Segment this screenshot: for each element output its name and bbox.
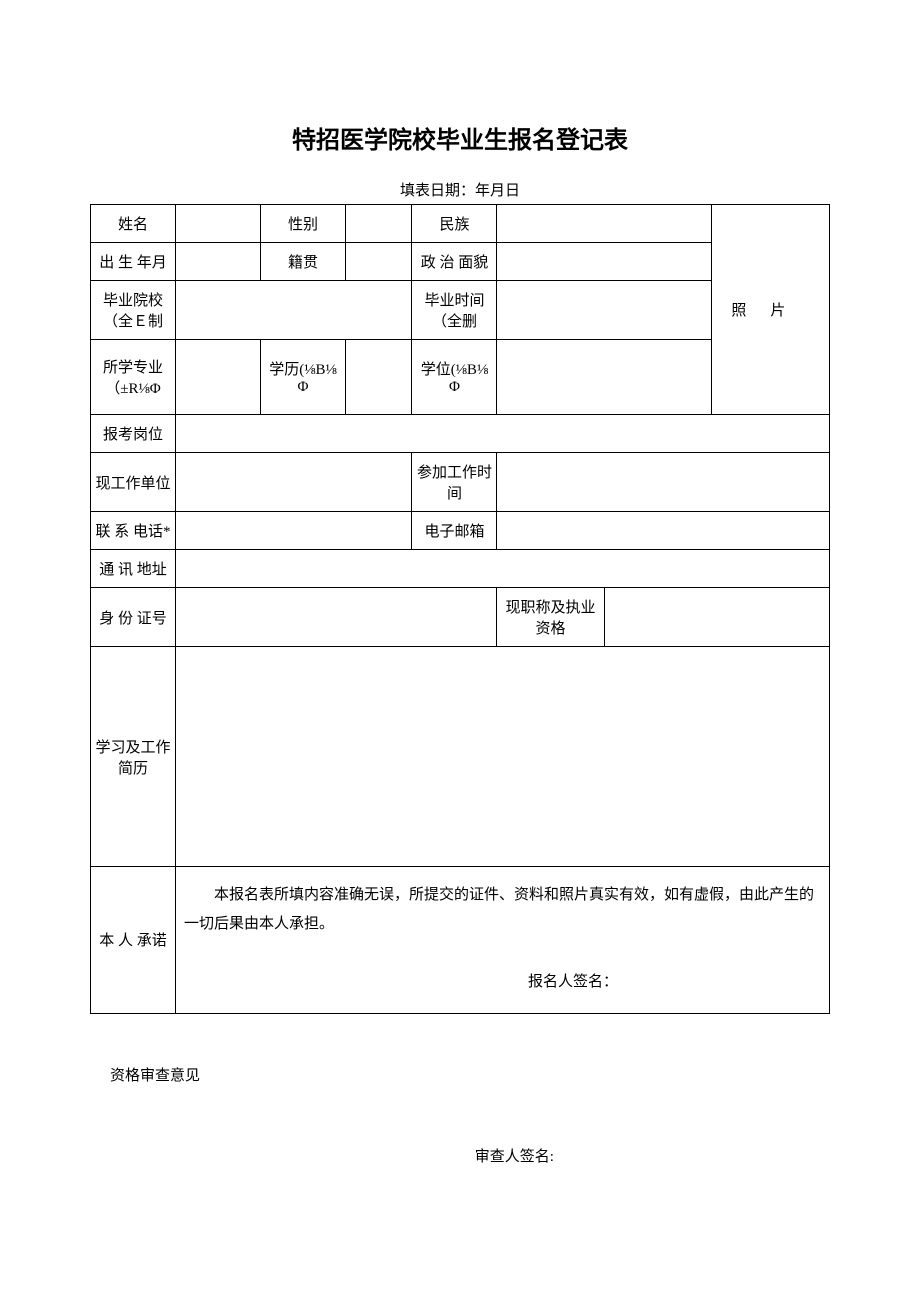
value-phone[interactable] [175, 512, 411, 550]
registration-table: 姓名 性别 民族 照片 出 生 年月 籍贯 政 治 面貌 毕业院校（全Ｅ制 毕业… [90, 204, 830, 1014]
reviewer-signature-label: 审查人签名: [90, 1145, 830, 1166]
promise-cell: 本报名表所填内容准确无误，所提交的证件、资料和照片真实有效，如有虚假，由此产生的… [175, 867, 829, 1014]
value-education[interactable] [345, 340, 412, 415]
value-workplace[interactable] [175, 453, 411, 512]
label-birth: 出 生 年月 [91, 243, 176, 281]
value-grad-time[interactable] [497, 281, 711, 340]
label-name: 姓名 [91, 205, 176, 243]
value-resume[interactable] [175, 647, 829, 867]
photo-cell[interactable]: 照片 [711, 205, 829, 415]
label-school: 毕业院校（全Ｅ制 [91, 281, 176, 340]
label-gender: 性别 [260, 205, 345, 243]
label-email: 电子邮箱 [412, 512, 497, 550]
label-promise: 本 人 承诺 [91, 867, 176, 1014]
value-native-place[interactable] [345, 243, 412, 281]
value-address[interactable] [175, 550, 829, 588]
label-address: 通 讯 地址 [91, 550, 176, 588]
label-resume: 学习及工作简历 [91, 647, 176, 867]
value-degree[interactable] [497, 340, 711, 415]
label-degree: 学位(⅛B⅛Φ [412, 340, 497, 415]
value-birth[interactable] [175, 243, 260, 281]
label-major: 所学专业（±R⅛Φ [91, 340, 176, 415]
label-native-place: 籍贯 [260, 243, 345, 281]
value-apply-post[interactable] [175, 415, 829, 453]
value-email[interactable] [497, 512, 830, 550]
label-political: 政 治 面貌 [412, 243, 497, 281]
promise-text: 本报名表所填内容准确无误，所提交的证件、资料和照片真实有效，如有虚假，由此产生的… [184, 881, 821, 938]
page-title: 特招医学院校毕业生报名登记表 [90, 120, 830, 155]
fill-date-label: 填表日期：年月日 [90, 179, 830, 200]
label-education: 学历(⅛B⅛Φ [260, 340, 345, 415]
label-workplace: 现工作单位 [91, 453, 176, 512]
value-id-no[interactable] [175, 588, 496, 647]
label-apply-post: 报考岗位 [91, 415, 176, 453]
label-grad-time: 毕业时间（全删 [412, 281, 497, 340]
value-political[interactable] [497, 243, 711, 281]
label-work-start: 参加工作时间 [412, 453, 497, 512]
value-school[interactable] [175, 281, 411, 340]
value-name[interactable] [175, 205, 260, 243]
value-work-start[interactable] [497, 453, 830, 512]
label-nation: 民族 [412, 205, 497, 243]
value-title-qual[interactable] [604, 588, 829, 647]
promise-signature-label: 报名人签名： [184, 968, 821, 997]
value-nation[interactable] [497, 205, 711, 243]
label-id-no: 身 份 证号 [91, 588, 176, 647]
review-opinion-label: 资格审查意见 [110, 1064, 830, 1085]
value-major[interactable] [175, 340, 260, 415]
label-title-qual: 现职称及执业资格 [497, 588, 604, 647]
value-gender[interactable] [345, 205, 412, 243]
label-phone: 联 系 电话* [91, 512, 176, 550]
